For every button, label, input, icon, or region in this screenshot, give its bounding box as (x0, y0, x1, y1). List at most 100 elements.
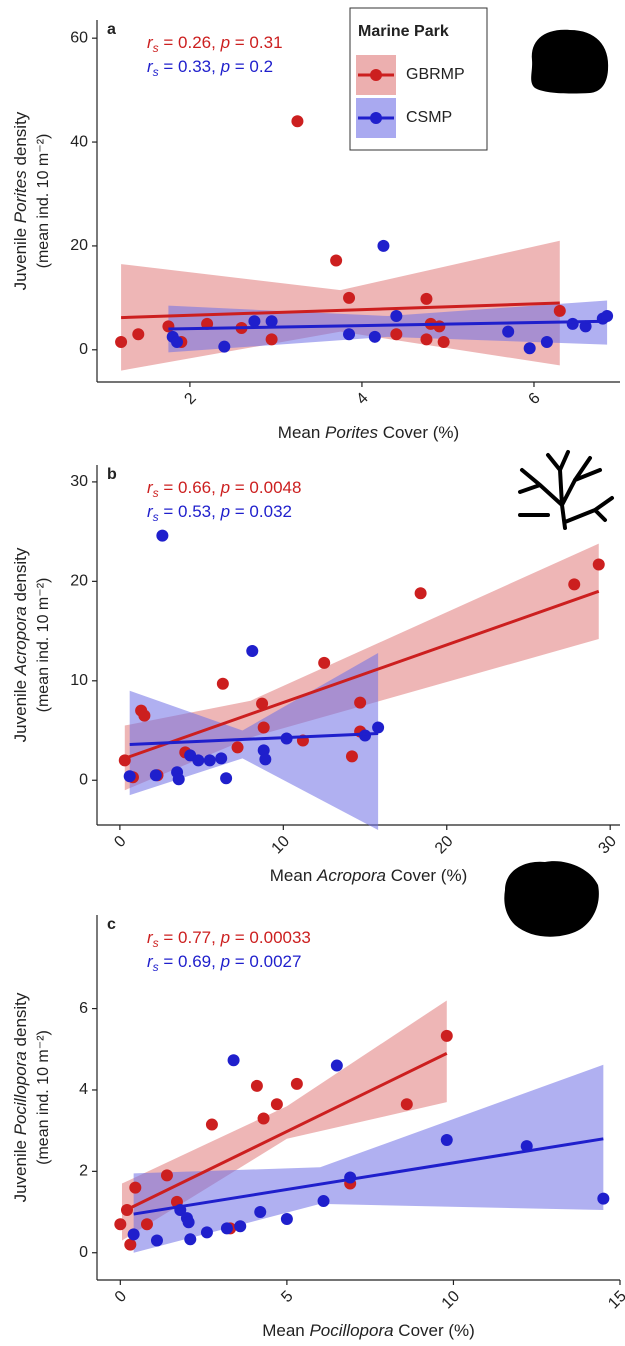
x-label-part: Cover (%) (386, 866, 467, 885)
legend-dot (370, 69, 382, 81)
point (553, 304, 566, 317)
x-label-part: Acropora (316, 866, 386, 885)
stat-part: = 0.26, (159, 33, 221, 52)
point (420, 292, 433, 305)
y-label-part: Juvenile (11, 223, 30, 290)
stat-part: r (147, 502, 154, 521)
fit-line (133, 1137, 604, 1216)
y-tick-label: 0 (79, 771, 88, 788)
panel: 0 2 4 6 0 5 10 15 Mean Pocillopora Cover (%) Juve… (11, 915, 625, 1340)
point (345, 750, 358, 763)
legend-dot (370, 112, 382, 124)
point (265, 333, 278, 346)
point (227, 1054, 240, 1067)
stat-annotation: rs = 0.26, p = 0.31 (147, 33, 283, 55)
x-tick-label: 0 (112, 1288, 130, 1306)
x-tick-label: 6 (525, 390, 543, 408)
point (248, 315, 261, 328)
point (160, 1169, 173, 1182)
point (138, 709, 151, 722)
point (124, 1238, 137, 1251)
point (257, 721, 270, 734)
point (592, 558, 605, 571)
fit-line (121, 1052, 448, 1214)
point (566, 317, 579, 330)
point (597, 1192, 610, 1205)
point (246, 644, 259, 657)
x-tick-label: 20 (432, 833, 457, 858)
y-axis-label: Juvenile Porites density (11, 111, 30, 290)
point (234, 1220, 247, 1233)
confidence-band (129, 652, 379, 830)
y-label-part: Juvenile (11, 675, 30, 742)
y-tick-label: 40 (70, 133, 88, 150)
point (390, 328, 403, 341)
point (162, 320, 175, 333)
y-tick-label: 20 (70, 237, 88, 254)
point (182, 1216, 195, 1229)
point (250, 1079, 263, 1092)
fit-line (168, 319, 608, 331)
x-label-part: Mean (270, 866, 317, 885)
y-tick-label: 4 (79, 1081, 88, 1098)
point (354, 696, 367, 709)
stat-part: r (147, 952, 154, 971)
point (579, 320, 592, 333)
x-label-part: Pocillopora (309, 1321, 393, 1340)
point (291, 115, 304, 128)
stat-part: = 0.77, (159, 928, 221, 947)
point (601, 310, 614, 323)
y-label-part: Pocillopora (11, 1051, 30, 1135)
x-tick-label: 0 (111, 833, 129, 851)
point (215, 752, 228, 765)
point (440, 1134, 453, 1147)
point (127, 1228, 140, 1241)
point (257, 744, 270, 757)
y-tick-label: 30 (70, 473, 88, 490)
stat-part: = 0.53, (159, 502, 221, 521)
stat-part: s (153, 41, 159, 55)
point (156, 529, 169, 542)
y-label-part: density (11, 111, 30, 170)
x-tick-label: 5 (278, 1288, 296, 1306)
x-axis-label: Mean Pocillopora Cover (%) (262, 1321, 475, 1340)
point (280, 1212, 293, 1225)
panel-label: c (107, 916, 116, 933)
stat-part: = 0.0048 (230, 478, 301, 497)
point (400, 1098, 413, 1111)
point (170, 336, 183, 349)
point (149, 769, 162, 782)
point (502, 325, 515, 338)
x-label-part: Mean (278, 423, 325, 442)
stat-part: p (220, 502, 230, 521)
x-label-part: Cover (%) (394, 1321, 475, 1340)
x-label-part: Porites (325, 423, 378, 442)
y-axis-units: (mean ind. 10 m⁻²) (35, 578, 52, 713)
point (523, 342, 536, 355)
point (254, 1206, 267, 1219)
x-axis-label: Mean Acropora Cover (%) (270, 866, 467, 885)
stat-part: = 0.0027 (230, 952, 301, 971)
stat-part: r (147, 57, 154, 76)
point (290, 1077, 303, 1090)
point (203, 754, 216, 767)
point (140, 1218, 153, 1231)
fit-line (124, 589, 600, 760)
stat-part: r (147, 33, 154, 52)
stat-part: s (153, 486, 159, 500)
stat-annotation: rs = 0.33, p = 0.2 (147, 57, 273, 79)
point (318, 656, 331, 669)
x-tick-label: 4 (353, 390, 371, 408)
point (192, 754, 205, 767)
point (433, 320, 446, 333)
point (317, 1195, 330, 1208)
y-tick-label: 20 (70, 573, 88, 590)
legend-title: Marine Park (358, 23, 449, 40)
y-axis-units: (mean ind. 10 m⁻²) (35, 134, 52, 269)
x-label-part: Mean (262, 1321, 309, 1340)
point (420, 333, 433, 346)
point (259, 753, 272, 766)
point (129, 1181, 142, 1194)
y-tick-label: 2 (79, 1163, 88, 1180)
